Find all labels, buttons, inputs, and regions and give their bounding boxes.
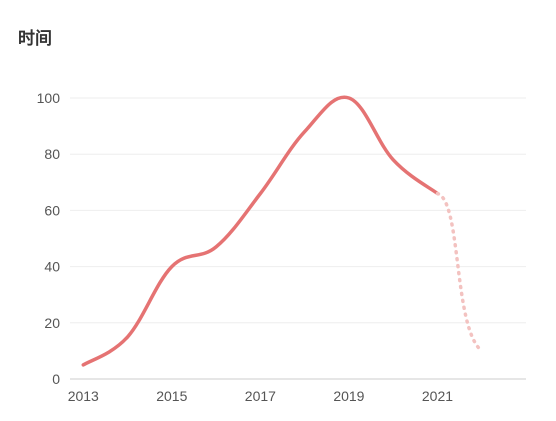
y-tick-label: 20 — [44, 315, 60, 331]
y-tick-label: 80 — [44, 146, 60, 162]
x-tick-label: 2017 — [245, 388, 276, 404]
x-tick-label: 2019 — [333, 388, 364, 404]
x-tick-label: 2021 — [422, 388, 453, 404]
series-layer — [81, 95, 484, 367]
x-tick-label: 2013 — [68, 388, 99, 404]
y-tick-label: 0 — [52, 371, 60, 387]
x-tick-label: 2015 — [156, 388, 187, 404]
chart-title: 时间 — [18, 29, 52, 49]
y-tick-label: 60 — [44, 202, 60, 218]
series-line — [81, 95, 440, 367]
series-line-dotted — [435, 191, 484, 353]
y-tick-label: 100 — [37, 90, 61, 106]
y-tick-label: 40 — [44, 259, 60, 275]
grid-layer — [70, 97, 526, 324]
axis-layer: 0 20 40 60 80 100 2013 2015 2017 2019 2021 — [37, 90, 526, 404]
